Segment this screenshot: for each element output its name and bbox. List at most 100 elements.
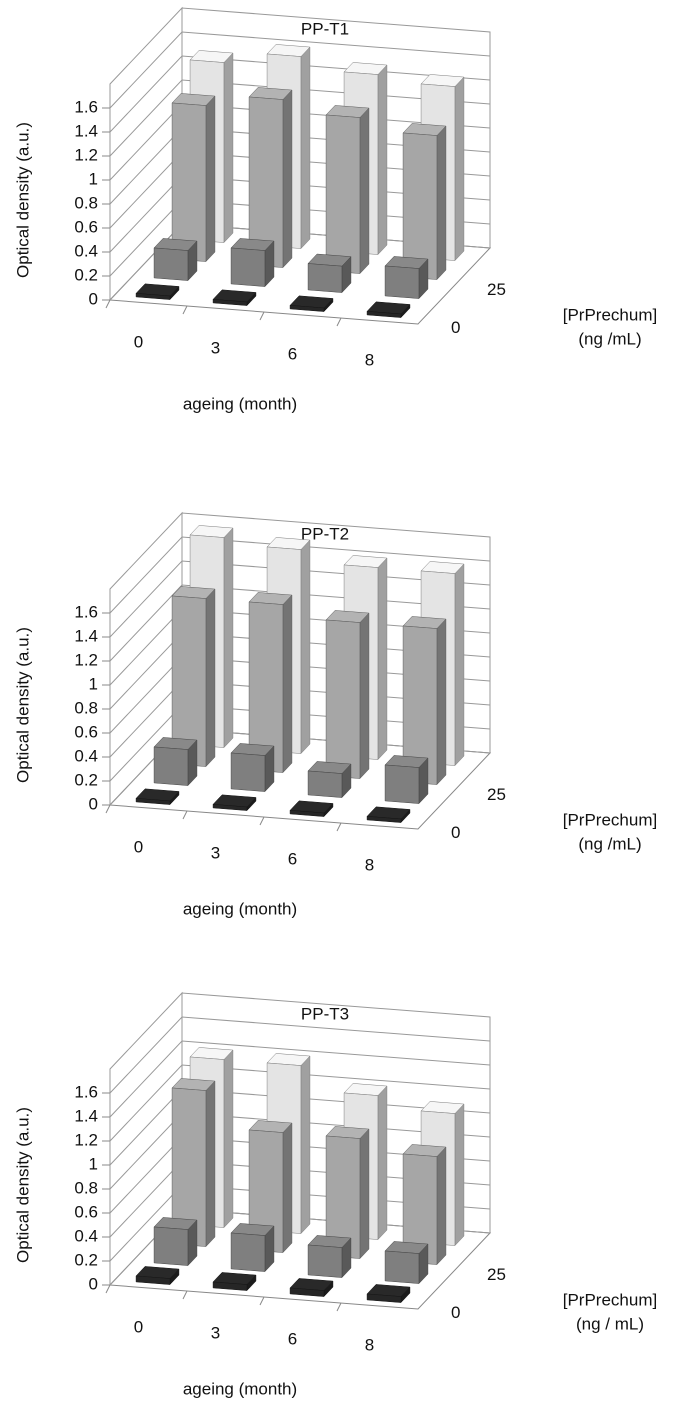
bar bbox=[325, 105, 370, 275]
grid-line bbox=[109, 1040, 491, 1118]
grid-line bbox=[109, 1016, 491, 1094]
x-tick bbox=[259, 311, 265, 321]
bar bbox=[230, 238, 275, 288]
y-tick-label: 1 bbox=[89, 169, 98, 188]
y-tick-label: 0.6 bbox=[74, 217, 98, 236]
bar-front bbox=[366, 311, 402, 318]
bar bbox=[384, 256, 429, 300]
bar bbox=[366, 806, 411, 824]
bar-side bbox=[223, 52, 234, 244]
z-axis-title: (ng /mL) bbox=[578, 834, 641, 853]
bar-side bbox=[454, 563, 465, 767]
grid-line bbox=[109, 560, 491, 638]
bar bbox=[135, 788, 180, 806]
bar-side bbox=[300, 1055, 311, 1235]
bar-front bbox=[135, 293, 171, 300]
grid-line bbox=[109, 1064, 491, 1142]
x-tick-label: 0 bbox=[134, 1317, 143, 1336]
bar bbox=[153, 1217, 198, 1267]
bar bbox=[212, 1272, 257, 1292]
bar-front bbox=[153, 247, 189, 281]
z-tick-label: 0 bbox=[451, 1303, 460, 1322]
y-tick-label: 1.2 bbox=[74, 145, 98, 164]
bar-front bbox=[230, 752, 266, 792]
y-axis-title: Optical density (a.u.) bbox=[13, 1107, 32, 1263]
bar-front bbox=[384, 1250, 420, 1284]
bar-side bbox=[359, 1128, 370, 1260]
bar-front bbox=[212, 299, 248, 306]
x-tick-label: 6 bbox=[288, 344, 297, 363]
x-tick-label: 3 bbox=[211, 843, 220, 862]
x-tick-label: 3 bbox=[211, 1323, 220, 1342]
z-axis-title: [PrPrechum] bbox=[563, 1290, 657, 1309]
bar bbox=[171, 1078, 216, 1248]
y-tick-label: 0.6 bbox=[74, 722, 98, 741]
bar-front bbox=[325, 619, 361, 779]
y-tick-label: 1.4 bbox=[74, 121, 98, 140]
bar bbox=[230, 743, 275, 793]
y-tick-label: 1.4 bbox=[74, 626, 98, 645]
bar-front bbox=[307, 263, 343, 293]
grid-line bbox=[109, 584, 491, 662]
bar-front bbox=[384, 265, 420, 299]
bar bbox=[366, 1284, 411, 1304]
y-tick-label: 1.2 bbox=[74, 650, 98, 669]
bar bbox=[135, 283, 180, 301]
bar-side bbox=[223, 1049, 234, 1229]
y-tick-label: 0.6 bbox=[74, 1202, 98, 1221]
grid-line bbox=[109, 55, 491, 133]
bar-side bbox=[377, 64, 388, 256]
bar-front bbox=[289, 305, 325, 312]
y-tick-label: 0 bbox=[89, 794, 98, 813]
bar-side bbox=[205, 95, 216, 263]
bar-side bbox=[436, 618, 447, 786]
bar-front bbox=[289, 1287, 325, 1297]
bar bbox=[384, 1241, 429, 1285]
bar-side bbox=[282, 594, 293, 774]
z-axis-title: [PrPrechum] bbox=[563, 305, 657, 324]
bar-front bbox=[384, 764, 420, 804]
bar-side bbox=[205, 1080, 216, 1248]
x-tick-label: 0 bbox=[134, 837, 143, 856]
bar bbox=[153, 737, 198, 787]
grid-line bbox=[109, 31, 491, 109]
bar bbox=[325, 1126, 370, 1260]
x-tick-label: 8 bbox=[365, 350, 374, 369]
bar-front bbox=[289, 810, 325, 817]
y-tick-label: 1.6 bbox=[74, 602, 98, 621]
bar bbox=[307, 253, 352, 294]
bar-front bbox=[212, 1281, 248, 1291]
y-tick-label: 1.2 bbox=[74, 1130, 98, 1149]
z-axis-title: (ng /mL) bbox=[578, 329, 641, 348]
chart-title: PP-T2 bbox=[301, 524, 349, 543]
grid-line bbox=[109, 79, 491, 157]
x-tick bbox=[336, 1302, 342, 1312]
bar-front bbox=[153, 746, 189, 786]
bar-front bbox=[307, 1244, 343, 1278]
x-tick bbox=[259, 1296, 265, 1306]
x-axis-title: ageing (month) bbox=[183, 1379, 297, 1398]
bar bbox=[248, 87, 293, 269]
bar-side bbox=[436, 125, 447, 281]
bar-front bbox=[230, 247, 266, 287]
x-tick-label: 6 bbox=[288, 1329, 297, 1348]
y-tick-label: 1 bbox=[89, 674, 98, 693]
y-axis-title: Optical density (a.u.) bbox=[13, 627, 32, 783]
bar-side bbox=[300, 46, 311, 250]
bar bbox=[153, 238, 198, 282]
bar bbox=[135, 1266, 180, 1286]
y-tick-label: 1 bbox=[89, 1154, 98, 1173]
x-tick-label: 3 bbox=[211, 338, 220, 357]
x-tick bbox=[105, 1284, 111, 1294]
z-axis-title: (ng / mL) bbox=[576, 1314, 644, 1333]
bar bbox=[289, 1278, 334, 1298]
y-tick-label: 1.6 bbox=[74, 1082, 98, 1101]
y-tick-label: 0 bbox=[89, 1274, 98, 1293]
y-axis-title: Optical density (a.u.) bbox=[13, 122, 32, 278]
bar bbox=[402, 616, 447, 786]
bar bbox=[230, 1223, 275, 1273]
bar bbox=[212, 794, 257, 812]
y-tick-label: 0.8 bbox=[74, 193, 98, 212]
z-tick-label: 25 bbox=[487, 785, 506, 804]
